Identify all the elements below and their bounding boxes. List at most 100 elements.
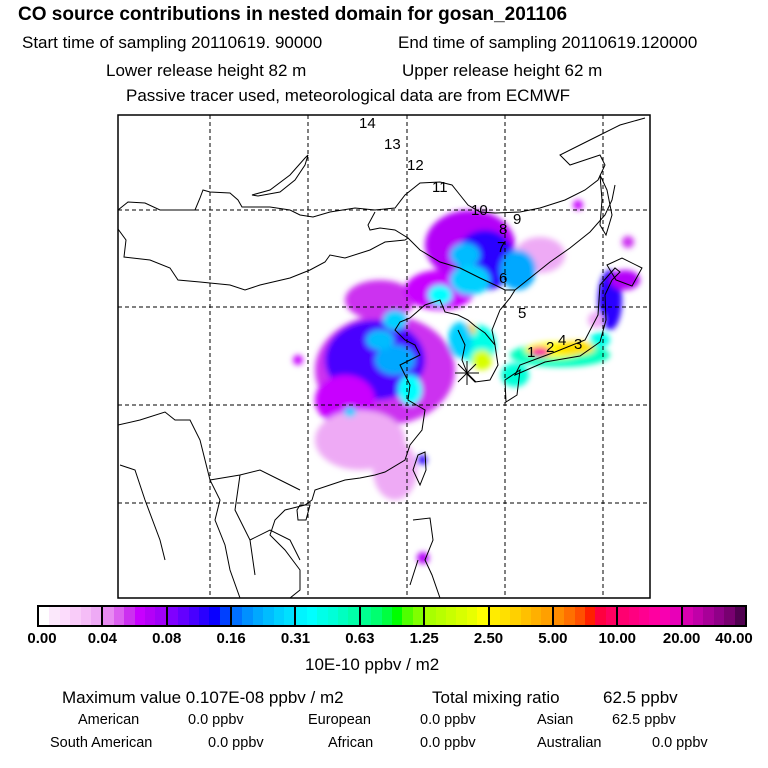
trajectory-label: 1 xyxy=(527,344,535,361)
region-value: 0.0 ppbv xyxy=(188,712,244,728)
region-value: 0.0 ppbv xyxy=(420,712,476,728)
color-swatch xyxy=(134,607,145,625)
color-swatch xyxy=(103,607,114,625)
colorbar-tick-label: 0.16 xyxy=(216,630,246,647)
color-swatch xyxy=(605,607,617,625)
colorbar xyxy=(37,605,747,627)
concentration-patch xyxy=(448,322,472,358)
concentration-patch xyxy=(530,347,550,357)
color-swatch xyxy=(628,607,640,625)
color-swatch xyxy=(456,607,467,625)
color-swatch xyxy=(113,607,125,625)
color-swatch xyxy=(209,607,220,625)
color-swatch xyxy=(466,607,478,625)
trajectory-label: 3 xyxy=(574,336,582,353)
colorbar-tick-label: 2.50 xyxy=(473,630,504,647)
color-swatch xyxy=(585,607,596,625)
color-swatch xyxy=(338,607,349,625)
trajectory-label: 12 xyxy=(407,157,424,174)
color-swatch xyxy=(734,607,745,625)
color-swatch xyxy=(124,607,135,625)
color-swatch xyxy=(703,607,714,625)
concentration-patch xyxy=(375,345,415,375)
color-swatch xyxy=(70,607,81,625)
region-name: Australian xyxy=(537,735,602,751)
color-swatch xyxy=(317,607,328,625)
color-swatch xyxy=(618,607,629,625)
trajectory-label: 11 xyxy=(432,179,448,196)
color-swatch xyxy=(371,607,382,625)
color-swatch xyxy=(360,607,372,625)
color-swatch xyxy=(39,607,50,625)
colorbar-segment xyxy=(360,607,426,625)
region-name: South American xyxy=(50,735,153,751)
region-value: 0.0 ppbv xyxy=(208,735,264,751)
region-name: Asian xyxy=(537,712,574,728)
color-swatch xyxy=(327,607,338,625)
color-swatch xyxy=(541,607,552,625)
concentration-patch xyxy=(472,350,492,370)
color-swatch xyxy=(155,607,166,625)
concentration-patch xyxy=(573,200,583,210)
color-swatch xyxy=(198,607,210,625)
concentration-patch xyxy=(450,265,490,295)
trajectory-label: 2 xyxy=(546,339,554,356)
concentration-patch xyxy=(622,236,634,248)
concentration-field xyxy=(293,200,640,564)
concentration-patch xyxy=(588,312,604,328)
color-swatch xyxy=(639,607,650,625)
colorbar-segment xyxy=(553,607,619,625)
colorbar-segment xyxy=(167,607,233,625)
start-time: Start time of sampling 20110619. 90000 xyxy=(22,33,323,52)
maximum-value: Maximum value 0.107E-08 ppbv / m2 xyxy=(62,688,344,707)
trajectory-label: 8 xyxy=(499,221,507,238)
color-swatch xyxy=(59,607,71,625)
colorbar-segment xyxy=(103,607,168,625)
concentration-patch xyxy=(366,330,394,350)
color-swatch xyxy=(564,607,575,625)
color-swatch xyxy=(381,607,392,625)
color-swatch xyxy=(391,607,403,625)
concentration-patch xyxy=(345,280,415,320)
color-swatch xyxy=(80,607,91,625)
trajectory-label: 4 xyxy=(558,332,566,349)
color-swatch xyxy=(178,607,189,625)
color-swatch xyxy=(574,607,586,625)
colorbar-tick-label: 0.04 xyxy=(87,630,117,647)
colorbar-tick-label: 40.00 xyxy=(715,630,753,647)
color-swatch xyxy=(659,607,671,625)
end-time: End time of sampling 20110619.120000 xyxy=(398,33,698,52)
color-swatch xyxy=(510,607,521,625)
concentration-patch xyxy=(373,440,417,500)
colorbar-segment xyxy=(296,607,361,625)
colorbar-segment xyxy=(39,607,104,625)
concentration-patch xyxy=(383,310,407,330)
region-name: American xyxy=(78,712,140,728)
region-name: European xyxy=(308,712,371,728)
color-swatch xyxy=(682,607,693,625)
color-swatch xyxy=(49,607,60,625)
concentration-patch xyxy=(417,455,427,465)
colorbar-tick-label: 0.63 xyxy=(345,630,375,647)
color-swatch xyxy=(284,607,295,625)
colorbar-segment xyxy=(425,607,490,625)
plot-title: CO source contributions in nested domain… xyxy=(18,4,568,25)
colorbar-tick-label: 5.00 xyxy=(538,630,568,647)
region-value: 0.0 ppbv xyxy=(652,735,708,751)
color-swatch xyxy=(713,607,725,625)
trajectory-label: 14 xyxy=(359,115,376,132)
color-swatch xyxy=(724,607,735,625)
color-swatch xyxy=(252,607,264,625)
lower-release-height: Lower release height 82 m xyxy=(106,61,307,80)
color-swatch xyxy=(306,607,318,625)
color-swatch xyxy=(188,607,199,625)
color-swatch xyxy=(425,607,436,625)
colorbar-tick-label: 0.08 xyxy=(152,630,182,647)
lat-lon-grid xyxy=(118,115,650,598)
color-swatch xyxy=(144,607,156,625)
concentration-patch xyxy=(555,341,595,355)
colorbar-tick-label: 1.25 xyxy=(409,630,439,647)
colorbar-tick-label: 20.00 xyxy=(662,630,701,647)
color-swatch xyxy=(553,607,565,625)
